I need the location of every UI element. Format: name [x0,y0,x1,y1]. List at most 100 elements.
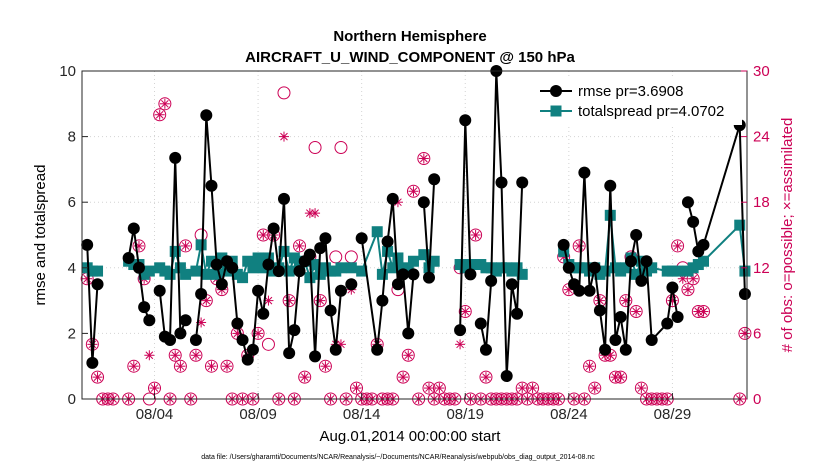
rmse-point [241,353,254,366]
totalspread-point [516,268,528,280]
rmse-point [127,222,140,235]
rmse-point [500,370,513,383]
totalspread-point [216,252,228,264]
obs-possible-marker [308,141,322,155]
asterisk-stroke [461,307,470,316]
asterisk-stroke [684,285,692,294]
asterisk-stroke [637,384,646,392]
rmse-point [138,301,151,314]
axis-ticks: 08/04 08/09 08/14 08/19 08/24 08/290246810061… [59,63,769,423]
totalspread-point [697,255,709,267]
obs-assimilated-marker [398,372,409,383]
obs-possible-marker [127,359,141,373]
asterisk-stroke [409,187,418,196]
rmse-point [334,284,347,297]
asterisk-stroke [192,351,200,360]
obs-possible-marker [261,337,275,351]
asterisk-stroke [254,329,262,338]
obs-assimilated-marker [403,350,414,361]
x-tick-label: 08/09 [239,406,277,423]
asterisk-stroke [482,373,490,381]
rmse-point [81,238,94,251]
y-right-tick-label: 24 [753,129,770,146]
rmse-point [417,196,430,209]
asterisk-stroke [528,384,537,392]
obs-assimilated-marker [222,361,233,372]
totalspread-point [402,265,414,277]
rmse-point [599,343,612,356]
rmse-point [562,261,575,274]
obs-assimilated-marker [284,295,295,306]
plot-frame [81,70,748,400]
y-right-tick-label: 0 [753,391,761,408]
asterisk-stroke [394,198,402,207]
rmse-point [153,284,166,297]
asterisk-stroke [295,242,304,250]
rmse-point [189,333,202,346]
obs-assimilated-marker [144,350,155,361]
asterisk-stroke [352,384,361,392]
obs-possible-marker [401,348,415,362]
rmse-point [485,274,498,287]
legend-box [530,77,742,125]
obs-assimilated-marker [480,372,491,383]
obs-assimilated-marker [682,284,693,295]
totalspread-point [190,265,202,277]
obs-assimilated-marker [320,361,331,372]
obs-assimilated-marker [455,339,466,350]
rmse-point [738,288,751,301]
obs-assimilated-marker [460,306,471,317]
y-left-tick-label: 0 [68,391,76,408]
totalspread-point [345,262,357,274]
rmse-point [593,304,606,317]
totalspread-point [620,262,632,274]
obs-possible-marker [738,326,752,340]
rmse-point [428,173,441,186]
totalspread-point [356,265,368,277]
asterisk-stroke [129,362,138,371]
totalspread-point [200,268,212,280]
rmse-point [588,261,601,274]
obs-assimilated-marker [175,361,186,372]
obs-assimilated-marker [418,153,429,164]
legend-rmse-marker [550,85,562,97]
rmse-point [391,278,404,291]
rmse-point [272,265,285,278]
obs-assimilated-marker [672,240,683,251]
obs-possible-marker [396,370,410,384]
totalspread-point [371,226,383,238]
rmse-point [645,333,658,346]
obs-possible-marker [298,370,312,384]
obs-possible-marker [132,239,146,253]
asterisk-stroke [145,351,154,360]
totalspread-point [387,262,399,274]
rmse-point [386,192,399,205]
asterisk-stroke [632,307,641,316]
obs-possible-marker [168,348,182,362]
rmse-point [557,238,570,251]
obs-possible-marker [173,359,187,373]
obs-assimilated-marker [206,361,217,372]
obs-possible-marker [417,151,431,165]
totalspread-point [558,245,570,257]
chart-subtitle: AIRCRAFT_U_WIND_COMPONENT @ 150 hPa [245,49,575,66]
rmse-point [210,258,223,271]
rmse-point [630,229,643,241]
legend: rmse pr=3.6908 totalspread pr=4.0702 [530,77,742,125]
obs-possible-marker [588,381,602,395]
rmse-point [614,311,627,323]
rmse-point [454,324,467,337]
rmse-point [164,333,177,346]
obs-possible-marker [681,283,695,297]
rmse-point [516,176,529,189]
totalspread-point [392,252,404,264]
rmse-point [474,317,487,330]
asterisk-stroke [321,362,330,371]
y-left-tick-label: 2 [68,325,76,342]
obs-possible-marker [220,359,234,373]
obs-possible-marker [349,381,363,395]
asterisk-stroke [518,384,527,392]
obs-assimilated-marker [278,131,289,142]
rmse-point [283,347,296,360]
obs-assimilated-marker [615,372,626,383]
